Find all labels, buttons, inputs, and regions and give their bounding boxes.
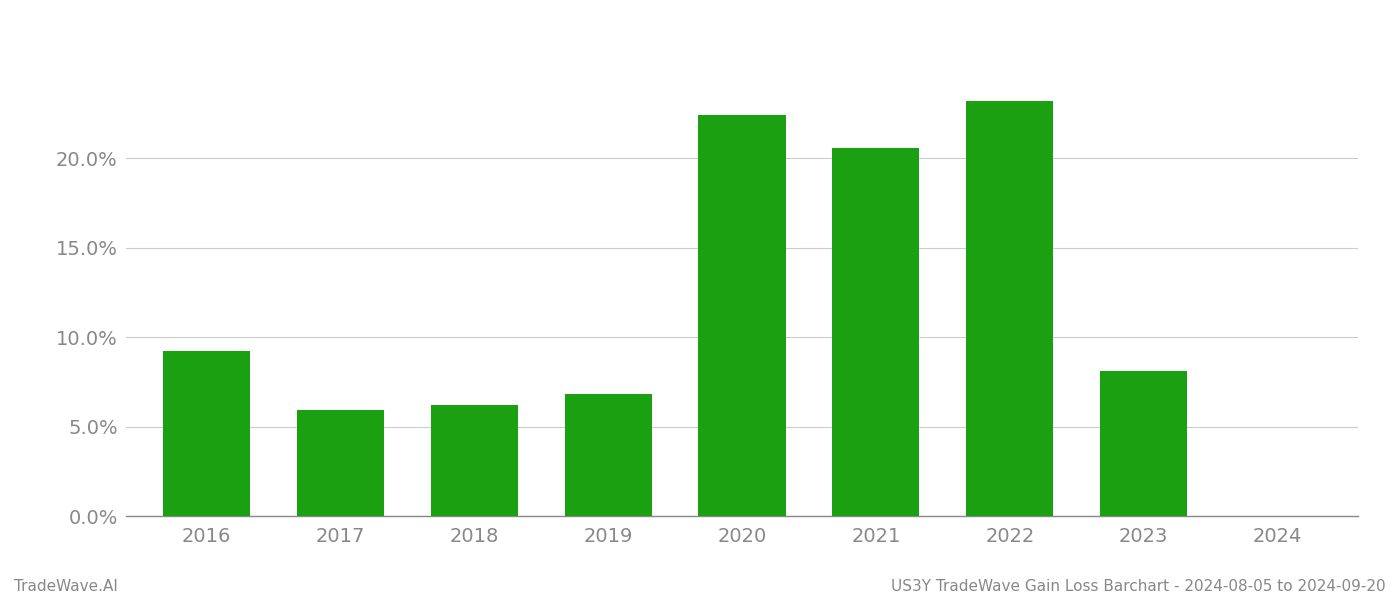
Bar bbox=[297, 410, 384, 516]
Bar bbox=[1100, 371, 1187, 516]
Bar bbox=[431, 405, 518, 516]
Bar bbox=[833, 148, 920, 516]
Bar bbox=[564, 394, 651, 516]
Bar bbox=[162, 352, 249, 516]
Bar bbox=[966, 101, 1053, 516]
Text: US3Y TradeWave Gain Loss Barchart - 2024-08-05 to 2024-09-20: US3Y TradeWave Gain Loss Barchart - 2024… bbox=[892, 579, 1386, 594]
Text: TradeWave.AI: TradeWave.AI bbox=[14, 579, 118, 594]
Bar bbox=[699, 115, 785, 516]
